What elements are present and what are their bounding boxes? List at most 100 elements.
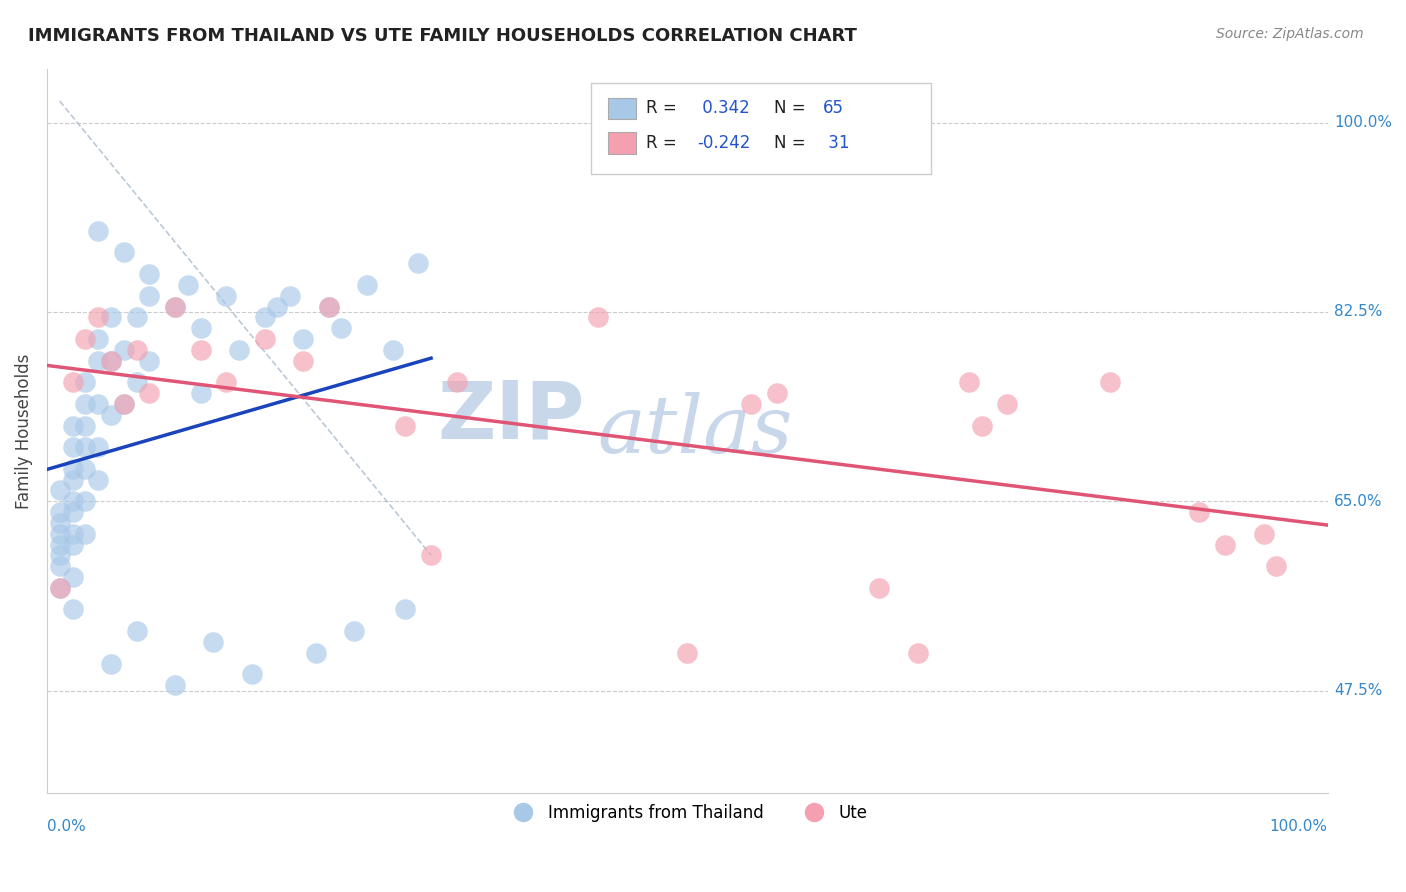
Text: 47.5%: 47.5% — [1334, 683, 1382, 698]
Point — [100, 657, 122, 671]
Text: ZIP: ZIP — [437, 377, 585, 456]
Point — [100, 353, 122, 368]
Point — [75, 376, 97, 390]
Text: R =: R = — [647, 134, 682, 153]
Point — [62, 494, 84, 508]
Point — [215, 376, 238, 390]
Point — [907, 646, 929, 660]
Point — [1213, 537, 1236, 551]
Text: 82.5%: 82.5% — [1334, 304, 1382, 319]
Point — [292, 353, 315, 368]
Point — [740, 397, 762, 411]
Point — [215, 289, 238, 303]
Point — [138, 386, 160, 401]
Point — [138, 289, 160, 303]
Bar — [607, 132, 636, 154]
Text: 31: 31 — [823, 134, 849, 153]
Point — [202, 635, 225, 649]
Point — [190, 321, 212, 335]
Point — [75, 440, 97, 454]
Point — [177, 277, 200, 292]
Point — [62, 602, 84, 616]
Point — [138, 353, 160, 368]
Legend: Immigrants from Thailand, Ute: Immigrants from Thailand, Ute — [501, 797, 875, 829]
Point — [112, 343, 135, 357]
Point — [112, 245, 135, 260]
Point — [100, 310, 122, 325]
Point — [1253, 526, 1275, 541]
Point — [163, 300, 186, 314]
Point — [292, 332, 315, 346]
Point — [1098, 376, 1121, 390]
Point — [75, 332, 97, 346]
Point — [48, 559, 70, 574]
Point — [957, 376, 980, 390]
Point — [163, 300, 186, 314]
Text: 0.0%: 0.0% — [46, 819, 86, 834]
Point — [868, 581, 890, 595]
Point — [112, 397, 135, 411]
Text: 65.0%: 65.0% — [1334, 494, 1382, 508]
Point — [253, 310, 276, 325]
Point — [62, 440, 84, 454]
Point — [48, 537, 70, 551]
Point — [138, 267, 160, 281]
Point — [87, 473, 110, 487]
Point — [87, 224, 110, 238]
Point — [318, 300, 340, 314]
Point — [62, 473, 84, 487]
Text: 0.342: 0.342 — [697, 99, 751, 118]
Point — [125, 310, 148, 325]
Point — [48, 581, 70, 595]
Y-axis label: Family Households: Family Households — [15, 353, 32, 508]
Point — [100, 408, 122, 422]
Point — [1188, 505, 1211, 519]
Point — [420, 549, 443, 563]
Point — [318, 300, 340, 314]
Point — [75, 397, 97, 411]
Point — [240, 667, 263, 681]
Point — [125, 376, 148, 390]
Point — [1265, 559, 1288, 574]
Point — [125, 343, 148, 357]
Point — [125, 624, 148, 638]
Point — [87, 440, 110, 454]
Point — [766, 386, 789, 401]
Point — [266, 300, 288, 314]
Point — [87, 332, 110, 346]
Point — [406, 256, 429, 270]
Point — [48, 549, 70, 563]
Point — [394, 602, 416, 616]
Point — [228, 343, 250, 357]
Point — [190, 343, 212, 357]
Point — [62, 376, 84, 390]
Point — [62, 505, 84, 519]
Point — [446, 376, 468, 390]
Point — [75, 418, 97, 433]
Point — [62, 462, 84, 476]
Point — [62, 418, 84, 433]
Point — [75, 462, 97, 476]
Point — [87, 310, 110, 325]
Text: IMMIGRANTS FROM THAILAND VS UTE FAMILY HOUSEHOLDS CORRELATION CHART: IMMIGRANTS FROM THAILAND VS UTE FAMILY H… — [28, 27, 858, 45]
Point — [995, 397, 1018, 411]
Point — [676, 646, 699, 660]
Point — [330, 321, 353, 335]
Point — [970, 418, 993, 433]
Text: N =: N = — [775, 99, 811, 118]
Point — [394, 418, 416, 433]
Text: R =: R = — [647, 99, 682, 118]
Point — [62, 526, 84, 541]
Point — [62, 570, 84, 584]
Text: 100.0%: 100.0% — [1334, 115, 1392, 130]
Point — [381, 343, 404, 357]
Point — [278, 289, 301, 303]
Text: Source: ZipAtlas.com: Source: ZipAtlas.com — [1216, 27, 1364, 41]
Point — [48, 581, 70, 595]
Point — [356, 277, 378, 292]
Point — [163, 678, 186, 692]
Point — [190, 386, 212, 401]
Point — [253, 332, 276, 346]
FancyBboxPatch shape — [591, 83, 931, 174]
Point — [48, 526, 70, 541]
